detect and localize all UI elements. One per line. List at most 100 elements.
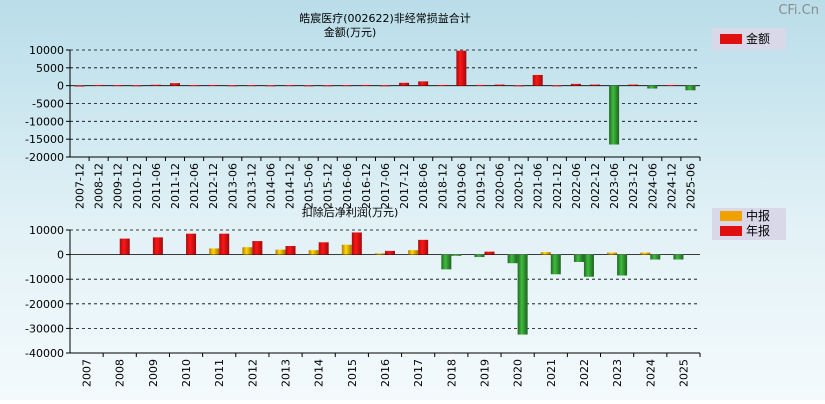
chart1-xtick-label: 2009-12: [112, 163, 125, 209]
chart1-bar: [513, 85, 524, 87]
chart1-bar: [380, 85, 390, 87]
chart2-ytick-label: 10000: [29, 224, 64, 237]
chart1-xtick-label: 2020-12: [513, 163, 526, 209]
chart1-title: 皓宸医疗(002622)非经常损益合计: [299, 11, 471, 25]
chart1-xtick-label: 2011-12: [169, 163, 182, 209]
chart1-ytick-label: -15000: [25, 133, 64, 146]
chart2-bar-annual: [451, 254, 462, 256]
chart2-bar-annual: [252, 241, 263, 255]
chart2-legend-swatch-1: [720, 226, 742, 236]
chart1-ytick-label: -20000: [25, 151, 64, 164]
chart2-bar-interim: [573, 254, 584, 262]
chart1-xtick-label: 2018-12: [436, 163, 449, 209]
chart1-xtick-label: 2015-12: [322, 163, 335, 209]
chart2-bar-interim: [607, 252, 618, 255]
chart1-xtick-label: 2008-12: [93, 163, 106, 209]
chart1-bar: [150, 84, 161, 86]
chart1-legend-label-0: 金额: [746, 31, 770, 46]
chart2-bar-interim: [275, 249, 286, 255]
chart2-ytick-label: -20000: [25, 298, 64, 311]
chart2-xtick-label: 2015: [346, 359, 359, 387]
chart1-xtick-label: 2012-12: [207, 163, 220, 209]
chart2-ytick-label: -10000: [25, 273, 64, 286]
chart1-bar: [112, 85, 123, 87]
chart1-xtick-label: 2017-06: [379, 163, 392, 209]
chart1-ytick-label: 10000: [29, 44, 64, 57]
chart2-bar-interim: [375, 253, 385, 255]
chart1-xtick-label: 2022-06: [570, 163, 583, 209]
chart2-xtick-label: 2021: [545, 359, 558, 387]
chart2-xtick-label: 2013: [280, 359, 293, 387]
chart2-xtick-label: 2025: [677, 359, 690, 387]
chart1-bar: [74, 85, 85, 87]
chart2-xtick-label: 2014: [313, 359, 326, 387]
chart2-bar-annual: [550, 254, 561, 275]
chart2-ytick-label: -40000: [25, 347, 64, 360]
chart1-ytick-label: 0: [57, 80, 64, 93]
chart2-xtick-label: 2011: [213, 359, 226, 387]
chart1-xtick-label: 2023-06: [608, 163, 621, 209]
chart2-bar-interim: [640, 252, 651, 255]
watermark: CFi.Cn: [778, 3, 819, 18]
chart1-xtick-label: 2024-06: [646, 163, 659, 209]
chart1-bar: [341, 85, 352, 87]
chart2-bar-annual: [583, 254, 594, 277]
chart2-ytick-label: 0: [57, 249, 64, 262]
chart2-xtick-label: 2018: [445, 359, 458, 387]
chart2-ytick-label: -30000: [25, 322, 64, 335]
chart2-title: 扣除后净利润(万元): [302, 205, 399, 219]
chart1-xtick-label: 2016-12: [360, 163, 373, 209]
chart1-bar: [303, 85, 314, 87]
chart1-xtick-label: 2013-12: [245, 163, 258, 209]
chart2-xtick-label: 2019: [478, 359, 491, 387]
chart2-bar-interim: [408, 250, 419, 255]
chart1-bar: [189, 85, 200, 87]
chart1-bar: [570, 83, 581, 86]
chart1-bar: [360, 84, 371, 86]
chart1-xtick-label: 2013-06: [226, 163, 239, 209]
chart1-bar: [456, 50, 467, 86]
chart1-xtick-label: 2018-06: [417, 163, 430, 209]
chart1-xtick-label: 2017-12: [398, 163, 411, 209]
chart1-xtick-label: 2019-12: [474, 163, 487, 209]
chart1-bar: [265, 85, 276, 87]
chart2-xtick-label: 2007: [81, 359, 94, 387]
chart1-xtick-label: 2023-12: [627, 163, 640, 209]
chart2-xtick-label: 2023: [611, 359, 624, 387]
chart1-xtick-label: 2021-12: [551, 163, 564, 209]
chart2-bar-interim: [242, 247, 253, 255]
chart2-bar-interim: [441, 254, 452, 270]
chart2-bar-annual: [351, 232, 362, 255]
chart1-xtick-label: 2019-06: [455, 163, 468, 209]
chart2-bar-interim: [308, 250, 319, 255]
chart2-xtick-label: 2012: [246, 359, 259, 387]
chart1-bar: [437, 84, 448, 86]
chart2-bar-annual: [418, 239, 429, 255]
chart1-xtick-label: 2007-12: [74, 163, 87, 209]
chart2-bar-annual: [484, 251, 495, 255]
chart2-xtick-label: 2010: [180, 359, 193, 387]
chart1-bar: [551, 85, 562, 87]
chart2-xtick-label: 2016: [379, 359, 392, 387]
chart1-xtick-label: 2010-12: [131, 163, 144, 209]
chart2-bar-interim: [474, 254, 485, 258]
chart2-xtick-label: 2022: [578, 359, 591, 387]
chart1-xtick-label: 2011-06: [150, 163, 163, 209]
chart1-bar: [227, 85, 238, 87]
chart1-bar: [131, 85, 142, 87]
chart1-bar: [590, 84, 600, 86]
chart1-xtick-label: 2022-12: [589, 163, 602, 209]
chart2-bar-interim: [540, 252, 551, 255]
chart1-bar: [685, 85, 696, 91]
chart1-xtick-label: 2016-06: [341, 163, 354, 209]
chart1-xtick-label: 2014-06: [264, 163, 277, 209]
chart2-bar-annual: [617, 254, 628, 276]
chart1-bar: [399, 82, 410, 86]
chart2-bar-annual: [385, 250, 395, 255]
chart1-ytick-label: 5000: [36, 62, 64, 75]
chart1-bar: [170, 83, 180, 86]
chart1-bar: [93, 84, 104, 86]
chart1-xtick-label: 2025-06: [684, 163, 697, 209]
